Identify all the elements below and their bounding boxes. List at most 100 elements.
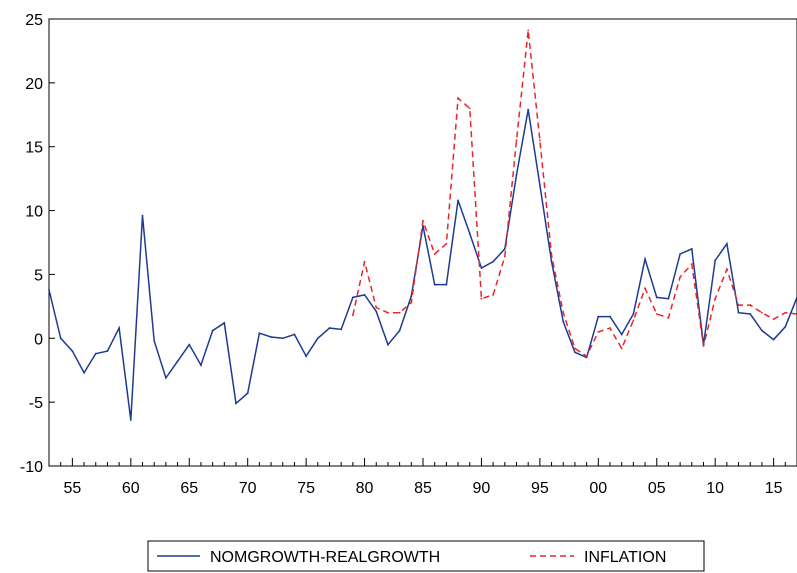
data-point	[363, 293, 366, 296]
data-point	[410, 295, 413, 298]
data-point	[94, 352, 97, 355]
data-point	[375, 306, 378, 309]
data-point	[632, 313, 635, 315]
data-point	[398, 329, 401, 332]
data-point	[457, 199, 459, 202]
data-point	[164, 376, 167, 379]
data-point	[737, 304, 740, 306]
data-point	[270, 336, 272, 338]
data-point	[784, 325, 787, 328]
data-point	[48, 288, 50, 291]
data-point	[223, 322, 226, 324]
data-point	[235, 402, 237, 405]
series-line-inflation	[352, 30, 797, 358]
data-point	[772, 338, 775, 341]
data-point	[597, 315, 600, 318]
data-point	[188, 343, 191, 346]
data-point	[527, 108, 530, 111]
data-point	[59, 337, 62, 340]
data-point	[410, 301, 413, 304]
legend-box	[147, 540, 705, 572]
data-point	[772, 318, 775, 321]
x-tick-label: 15	[765, 480, 783, 497]
data-point	[550, 254, 553, 257]
y-tick-label: 25	[25, 12, 43, 29]
data-point	[363, 260, 366, 263]
data-point	[468, 107, 471, 110]
data-point	[749, 313, 752, 315]
data-point	[690, 263, 693, 266]
data-point	[527, 29, 530, 32]
data-point	[503, 247, 506, 250]
data-point	[492, 260, 495, 263]
data-point	[129, 419, 132, 421]
data-point	[550, 260, 553, 263]
data-point	[305, 355, 308, 358]
y-tick-label: 5	[34, 267, 43, 284]
data-point	[503, 255, 506, 258]
data-point	[340, 328, 343, 331]
data-point	[351, 314, 354, 317]
data-point	[153, 339, 156, 342]
data-point	[714, 259, 717, 262]
data-point	[574, 347, 576, 350]
data-point	[562, 311, 565, 314]
x-tick-label: 00	[589, 480, 607, 497]
data-point	[480, 297, 483, 300]
data-point	[176, 360, 179, 363]
y-tick-label: -10	[20, 459, 43, 476]
data-point	[538, 139, 541, 142]
x-tick-label: 80	[356, 480, 374, 497]
data-point	[538, 184, 541, 186]
data-point	[609, 315, 611, 318]
data-point	[211, 329, 214, 332]
data-point	[574, 351, 576, 354]
data-point	[702, 345, 705, 347]
data-point	[632, 319, 635, 322]
data-point	[620, 333, 623, 336]
data-point	[679, 276, 682, 278]
y-tick-label: 15	[25, 140, 43, 157]
data-point	[644, 258, 646, 261]
data-point	[585, 356, 588, 359]
data-point	[445, 242, 448, 245]
data-point	[655, 313, 658, 315]
data-point	[562, 320, 565, 323]
series-line-nomgrowth-realgrowth	[48, 109, 797, 421]
data-point	[316, 337, 319, 340]
data-point	[690, 247, 693, 250]
data-point	[620, 347, 623, 350]
data-point	[118, 327, 121, 329]
x-tick-label: 75	[297, 480, 315, 497]
x-tick-label: 90	[473, 480, 491, 497]
data-point	[200, 364, 202, 367]
data-point	[515, 173, 518, 176]
data-point	[387, 311, 389, 314]
data-point	[609, 327, 611, 329]
data-point	[71, 350, 74, 352]
x-axis: 55 60 65 70 75 80 85 90 95 00 05 10 15	[48, 458, 797, 497]
data-point	[725, 242, 728, 245]
y-tick-label: 20	[25, 76, 43, 93]
x-tick-label: 60	[122, 480, 140, 497]
x-tick-label: 05	[648, 480, 666, 497]
data-point	[141, 214, 144, 217]
data-point	[667, 316, 670, 319]
data-point	[667, 297, 670, 300]
data-point	[293, 333, 296, 336]
data-point	[784, 311, 787, 314]
data-point	[387, 343, 389, 346]
data-point	[515, 139, 518, 142]
data-point	[585, 355, 588, 358]
data-point	[106, 350, 109, 352]
data-point	[480, 267, 483, 269]
data-point	[433, 283, 436, 286]
x-tick-label: 85	[414, 480, 432, 497]
y-tick-label: 0	[34, 331, 43, 348]
data-point	[725, 268, 728, 271]
data-point	[457, 97, 459, 100]
legend-label-nomgrowth-realgrowth: NOMGROWTH-REALGROWTH	[210, 549, 440, 566]
data-point	[644, 287, 646, 290]
data-point	[445, 283, 448, 286]
x-tick-label: 95	[531, 480, 549, 497]
